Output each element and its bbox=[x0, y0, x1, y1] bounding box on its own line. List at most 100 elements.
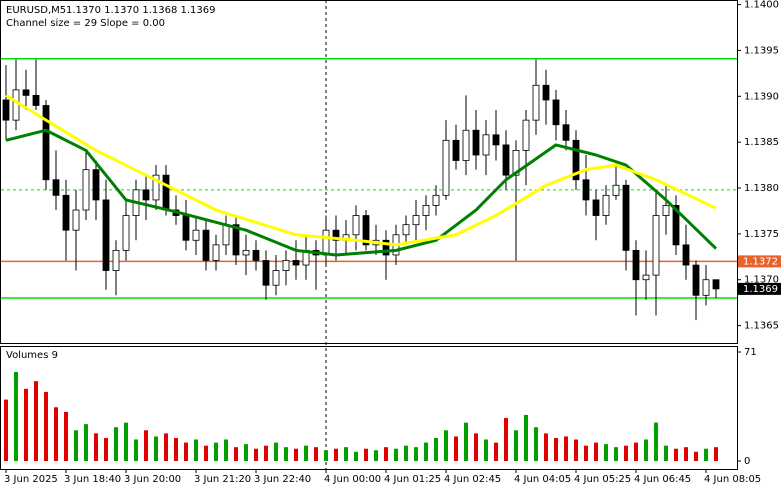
candle-body bbox=[142, 189, 150, 201]
volume-bar bbox=[14, 371, 18, 461]
x-tick-label: 4 Jun 02:45 bbox=[444, 474, 501, 485]
volume-bar bbox=[414, 447, 418, 461]
candle-body bbox=[382, 239, 390, 256]
candle-body bbox=[292, 260, 300, 266]
volume-bar bbox=[694, 451, 698, 461]
volume-bar bbox=[184, 442, 188, 461]
x-tick-label: 3 Jun 2025 bbox=[4, 474, 58, 485]
volume-bar bbox=[254, 448, 258, 461]
volume-bar bbox=[624, 445, 628, 461]
candle-body bbox=[592, 199, 600, 216]
volume-bar bbox=[74, 430, 78, 461]
y-tick-label: 1.1375 bbox=[744, 229, 779, 240]
volume-bar bbox=[294, 448, 298, 461]
volume-bar bbox=[404, 445, 408, 461]
volume-bar bbox=[204, 445, 208, 461]
candle-body bbox=[232, 224, 240, 256]
candle-body bbox=[682, 244, 690, 266]
candle-body bbox=[572, 139, 580, 181]
price-panel bbox=[0, 0, 738, 344]
candle-body bbox=[642, 274, 650, 281]
volume-bar bbox=[234, 447, 238, 461]
volume-bar bbox=[154, 436, 158, 461]
volume-bar bbox=[54, 407, 58, 461]
indicator-label: Channel size = 29 Slope = 0.00 bbox=[6, 18, 165, 29]
volume-bar bbox=[344, 447, 348, 461]
x-tick-label: 4 Jun 05:25 bbox=[574, 474, 631, 485]
candle-body bbox=[152, 174, 160, 201]
volume-bar bbox=[304, 445, 308, 461]
volume-bar bbox=[4, 399, 8, 461]
candle-body bbox=[92, 169, 100, 201]
volume-bar bbox=[574, 439, 578, 461]
volume-bar bbox=[284, 447, 288, 461]
candle-body bbox=[652, 215, 660, 276]
volume-tick-label: 71 bbox=[744, 347, 757, 358]
volume-bar bbox=[654, 422, 658, 461]
volume-bar bbox=[504, 418, 508, 461]
volume-bar bbox=[524, 414, 528, 461]
volume-bar bbox=[104, 437, 108, 461]
candle-body bbox=[162, 174, 170, 211]
candle-body bbox=[122, 215, 130, 251]
candle-body bbox=[472, 129, 480, 156]
volume-title: Volumes 9 bbox=[6, 350, 58, 361]
y-tick-label: 1.1380 bbox=[744, 183, 779, 194]
price-marker-label: 1.1369 bbox=[743, 284, 778, 295]
candle-body bbox=[72, 209, 80, 231]
candle-body bbox=[352, 215, 360, 236]
candle-body bbox=[502, 144, 510, 176]
volume-bar bbox=[494, 442, 498, 461]
volume-bar bbox=[194, 439, 198, 461]
candle-body bbox=[542, 84, 550, 101]
candle-body bbox=[582, 179, 590, 201]
y-tick-label: 1.1385 bbox=[744, 137, 779, 148]
moving-average bbox=[5, 128, 718, 257]
x-tick-label: 4 Jun 00:00 bbox=[324, 474, 381, 485]
candle-body bbox=[462, 129, 470, 161]
candle-body bbox=[62, 194, 70, 231]
volume-bar bbox=[604, 444, 608, 461]
candle-body bbox=[522, 119, 530, 151]
volume-bar bbox=[384, 447, 388, 461]
candle-body bbox=[412, 215, 420, 226]
volume-bar bbox=[314, 447, 318, 461]
candle-body bbox=[562, 124, 570, 141]
candle-body bbox=[322, 229, 330, 256]
candle-body bbox=[212, 244, 220, 261]
x-tick-label: 3 Jun 21:20 bbox=[194, 474, 251, 485]
volume-bar bbox=[544, 433, 548, 461]
candle-body bbox=[22, 89, 30, 96]
volume-bar bbox=[394, 448, 398, 461]
candle-body bbox=[672, 205, 680, 246]
volume-tick-label: 0 bbox=[744, 456, 750, 467]
volume-bar bbox=[24, 388, 28, 461]
candle-body bbox=[702, 279, 710, 296]
candle-body bbox=[612, 184, 620, 196]
candle-body bbox=[622, 184, 630, 251]
volume-bar bbox=[674, 448, 678, 461]
candle-body bbox=[482, 134, 490, 156]
candle-body bbox=[692, 264, 700, 296]
candle-body bbox=[112, 249, 120, 271]
x-tick-label: 3 Jun 20:00 bbox=[124, 474, 181, 485]
candle-body bbox=[712, 279, 720, 290]
price-marker bbox=[738, 255, 781, 268]
volume-bar bbox=[264, 445, 268, 461]
y-tick-label: 1.1400 bbox=[744, 0, 779, 11]
candle-body bbox=[2, 99, 10, 121]
volume-bar bbox=[94, 433, 98, 461]
volume-bar bbox=[274, 442, 278, 461]
volume-bar bbox=[364, 448, 368, 461]
candle-body bbox=[222, 224, 230, 246]
candle-body bbox=[402, 224, 410, 236]
volume-bar bbox=[514, 430, 518, 461]
volume-bar bbox=[144, 430, 148, 461]
candle-body bbox=[102, 199, 110, 271]
candle-body bbox=[52, 179, 60, 196]
volume-bar bbox=[664, 445, 668, 461]
candle-body bbox=[192, 229, 200, 241]
volume-bar bbox=[534, 427, 538, 461]
volume-bar bbox=[214, 442, 218, 461]
